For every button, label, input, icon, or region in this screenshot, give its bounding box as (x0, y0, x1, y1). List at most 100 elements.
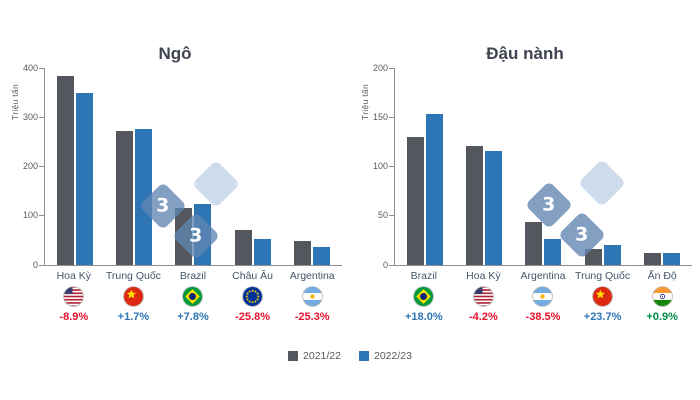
y-tick-label: 0 (32, 259, 38, 270)
flag-usa (63, 285, 85, 307)
flag-cell (44, 285, 104, 307)
change-label: +1.7% (117, 311, 150, 323)
flag-cell (573, 285, 633, 307)
bar-2022/23-Hoa Kỳ (75, 93, 93, 265)
legend-item-2021-22: 2021/22 (288, 350, 341, 362)
bar-2021/22-Argentina (294, 240, 312, 265)
bar-2021/22-Trung Quốc (116, 131, 134, 265)
watermark-glyph: 3 (189, 224, 203, 247)
y-tick-label: 0 (382, 259, 388, 270)
bar-group-Hoa Kỳ (466, 145, 503, 265)
change-label: +0.9% (646, 311, 678, 323)
legend-item-2022-23: 2022/23 (359, 350, 412, 362)
y-tick-mark (39, 117, 44, 119)
bar-group-Trung Quốc (584, 245, 621, 265)
category-label: Argentina (520, 270, 566, 282)
bar-2021/22-Ấn Độ (644, 253, 662, 265)
flag-cell (223, 285, 283, 307)
y-tick-label: 100 (22, 210, 38, 221)
bar-2021/22-Argentina (525, 221, 543, 265)
bar-2022/23-Trung Quốc (135, 128, 153, 265)
flag-eu (242, 285, 263, 307)
bar-group-Trung Quốc (116, 128, 153, 265)
category-labels-corn: Hoa Kỳ Trung Quốc Brazil Châu Âu Argentina (44, 270, 342, 282)
y-tick-label: 100 (372, 161, 388, 172)
legend: 2021/22 2022/23 (0, 350, 700, 362)
category-label: Hoa Kỳ (56, 270, 92, 282)
category-label: Brazil (410, 270, 437, 282)
bar-2022/23-Ấn Độ (663, 253, 681, 265)
change-label: -4.2% (469, 311, 498, 323)
flag-brazil (182, 285, 204, 307)
bar-2022/23-Argentina (544, 238, 562, 265)
category-label: Trung Quốc (105, 270, 161, 282)
change-label: +18.0% (404, 311, 443, 323)
flag-argentina (532, 285, 554, 307)
bar-2022/23-Châu Âu (253, 239, 271, 265)
bar-2021/22-Trung Quốc (584, 248, 602, 265)
watermark-glyph: 3 (156, 194, 170, 217)
category-label: Châu Âu (232, 270, 274, 282)
flag-cell (394, 285, 454, 307)
flag-cell (632, 285, 692, 307)
y-tick-mark (389, 264, 394, 266)
bar-2021/22-Châu Âu (234, 230, 252, 265)
category-label: Brazil (179, 270, 207, 282)
bar-2022/23-Hoa Kỳ (485, 150, 503, 265)
y-tick-mark (389, 166, 394, 168)
y-tick-mark (39, 68, 44, 69)
flag-argentina (301, 285, 323, 307)
country-flags-corn (44, 285, 342, 307)
change-label: +7.8% (177, 311, 209, 323)
watermark-glyph: 3 (575, 223, 589, 246)
bar-2022/23-Argentina (313, 246, 331, 265)
watermark-glyph: 3 (542, 193, 556, 216)
bar-group-Ấn Độ (644, 253, 681, 265)
y-tick-label: 150 (372, 112, 388, 123)
change-label: -25.8% (235, 311, 270, 323)
chart-title-corn: Ngô (158, 44, 192, 63)
change-labels-soybean: +18.0% -4.2% -38.5% +23.7% +0.9% (394, 311, 692, 323)
bar-2021/22-Hoa Kỳ (466, 145, 484, 265)
y-tick-mark (39, 264, 44, 266)
plot-area-soybean: Triệu tấn 0 50 100 150 200 (358, 63, 692, 270)
flag-brazil (413, 285, 435, 307)
chart-corn: Ngô Triệu tấn 0 100 200 300 400 Hoa Kỳ Trung … (8, 44, 342, 323)
category-label: Hoa Kỳ (466, 270, 501, 282)
legend-label-2021-22: 2021/22 (303, 350, 341, 362)
flag-china (123, 285, 144, 307)
legend-label-2022-23: 2022/23 (374, 350, 412, 362)
y-tick-mark (39, 166, 44, 168)
flag-cell (513, 285, 573, 307)
flag-usa (473, 285, 494, 307)
flag-cell (282, 285, 342, 307)
bar-group-Argentina (294, 240, 331, 265)
bar-2021/22-Brazil (406, 137, 424, 265)
y-tick-mark (389, 68, 394, 69)
plot-soybean: 0 50 100 150 200 (373, 63, 692, 270)
flag-india (651, 285, 673, 307)
bar-2022/23-Brazil (425, 114, 443, 265)
y-tick-mark (39, 215, 44, 217)
category-labels-soybean: Brazil Hoa Kỳ Argentina Trung Quốc Ấn Độ (394, 270, 692, 282)
legend-swatch-2022-23 (359, 351, 369, 361)
change-label: +23.7% (583, 311, 622, 323)
category-label: Argentina (289, 270, 335, 282)
y-tick-label: 50 (377, 210, 388, 221)
change-label: -38.5% (525, 311, 561, 323)
category-label: Ấn Độ (647, 270, 677, 282)
legend-swatch-2021-22 (288, 351, 299, 361)
change-labels-corn: -8.9% +1.7% +7.8% -25.8% -25.3% (44, 311, 342, 323)
country-flags-soybean (394, 285, 692, 307)
bar-group-Brazil (406, 114, 443, 265)
y-tick-label: 200 (22, 161, 38, 172)
chart-title-soybean: Đậu nành (486, 44, 564, 63)
bar-2021/22-Hoa Kỳ (56, 76, 74, 265)
y-tick-mark (389, 117, 394, 119)
category-label: Trung Quốc (575, 270, 631, 282)
y-tick-label: 200 (372, 63, 388, 73)
bar-2022/23-Trung Quốc (603, 245, 621, 265)
bars-soybean (395, 114, 692, 265)
bar-group-Argentina (525, 221, 562, 265)
change-label: -25.3% (294, 311, 330, 323)
